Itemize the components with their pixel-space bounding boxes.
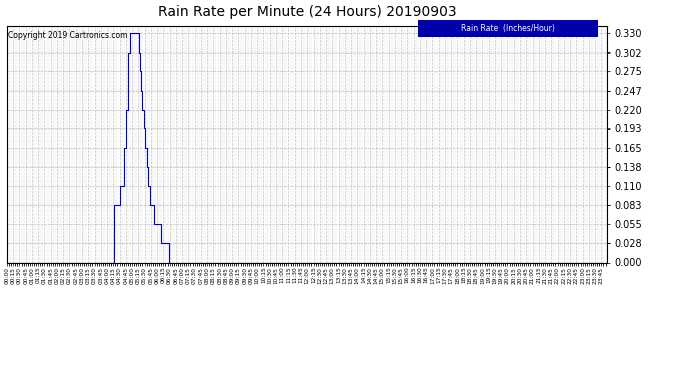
Text: Copyright 2019 Cartronics.com: Copyright 2019 Cartronics.com [8,31,127,40]
Title: Rain Rate per Minute (24 Hours) 20190903: Rain Rate per Minute (24 Hours) 20190903 [158,5,456,19]
